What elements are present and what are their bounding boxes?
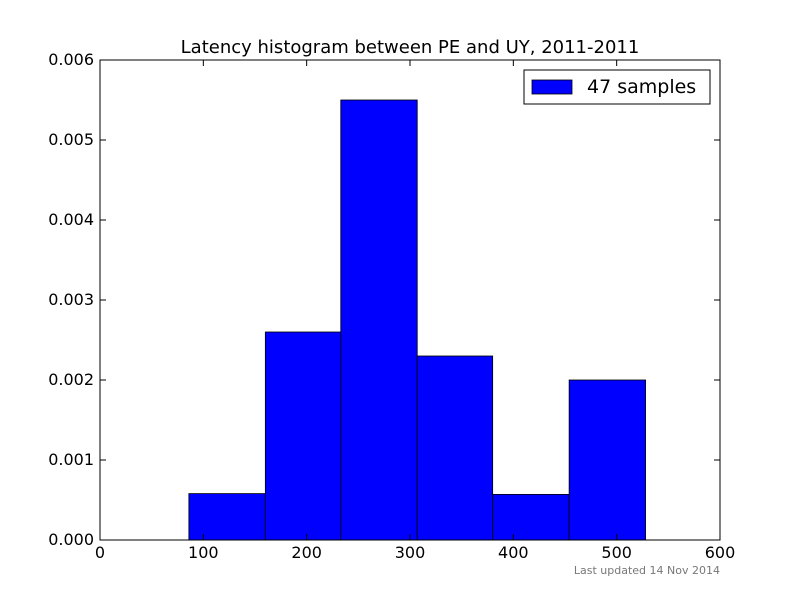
bar	[188, 493, 266, 541]
y-tick-label: 0.002	[48, 370, 94, 389]
x-tick-label: 0	[95, 543, 105, 562]
bar	[416, 355, 494, 541]
x-tick-label: 400	[498, 543, 529, 562]
x-tick-label: 500	[601, 543, 632, 562]
y-tick-label: 0.000	[48, 530, 94, 549]
y-tick-label: 0.003	[48, 290, 94, 309]
footnote: Last updated 14 Nov 2014	[574, 564, 720, 577]
x-tick-label: 300	[395, 543, 426, 562]
legend-label: 47 samples	[587, 76, 696, 98]
bar	[568, 379, 647, 541]
bar	[264, 331, 342, 541]
bar	[340, 99, 418, 541]
y-tick-label: 0.005	[48, 130, 94, 149]
chart-title: Latency histogram between PE and UY, 201…	[181, 37, 640, 58]
y-tick-label: 0.001	[48, 450, 94, 469]
y-tick-label: 0.004	[48, 210, 94, 229]
x-tick-label: 200	[291, 543, 322, 562]
y-tick-label: 0.006	[48, 50, 94, 69]
x-tick-label: 100	[188, 543, 219, 562]
bar	[492, 493, 570, 541]
x-tick-label: 600	[705, 543, 736, 562]
legend-swatch	[531, 79, 573, 95]
